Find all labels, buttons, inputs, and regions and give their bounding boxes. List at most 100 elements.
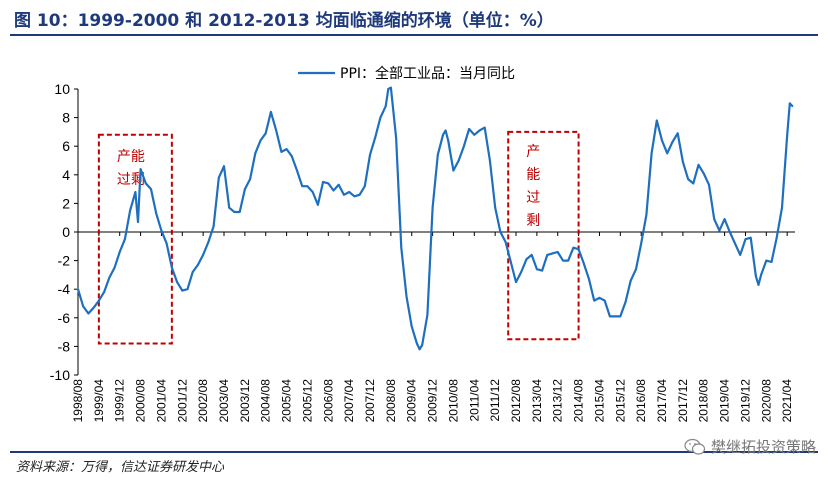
data-point [150,188,152,191]
data-point [87,312,90,315]
data-point [509,261,512,263]
data-point [744,238,747,241]
x-tick-label: 2013/04 [530,379,544,423]
data-point [160,229,163,232]
data-point [786,133,789,136]
data-point [629,279,632,282]
y-tick-label: -4 [58,281,71,297]
x-tick-label: 2020/08 [759,379,773,423]
x-tick-label: 2014/08 [572,379,586,423]
data-point [452,169,455,172]
data-point [757,284,760,286]
source-note: 资料来源：万得，信达证券研发中心 [16,460,225,475]
data-point [181,289,184,292]
data-point [395,136,397,139]
data-point [541,269,543,272]
data-point [645,213,648,216]
data-point [614,315,616,318]
data-point [77,288,79,291]
data-point [556,251,559,253]
data-point [139,168,142,171]
data-point [582,262,585,265]
annotation-label: 能 [526,167,540,183]
data-point [447,139,450,142]
data-point [635,268,637,271]
data-point [275,129,278,132]
data-point [463,145,465,148]
data-point [358,193,361,196]
data-point [457,159,460,162]
x-tick-label: 2010/08 [446,379,460,423]
data-point [418,348,421,351]
x-tick-label: 2009/04 [405,379,419,423]
data-point [499,231,502,233]
data-point [264,132,267,135]
x-tick-label: 1999/12 [113,379,127,423]
data-point [567,259,570,262]
data-point [734,242,736,245]
data-point [374,136,377,139]
data-point [387,88,390,90]
data-point [603,299,606,302]
data-point [718,229,721,232]
data-point [343,193,345,196]
figure-title: 图 10：1999-2000 和 2012-2013 均面临通缩的环境（单位：%… [14,11,554,31]
data-point [108,276,111,279]
data-point [697,163,700,166]
x-tick-label: 2003/04 [217,379,231,423]
data-point [113,266,116,269]
data-point [494,206,497,209]
annotation-label: 剩 [526,213,540,229]
x-tick-label: 2012/08 [509,379,523,423]
x-tick-label: 1999/04 [92,379,106,423]
data-point [436,153,439,156]
x-tick-label: 2011/04 [467,379,481,422]
data-point [588,278,590,281]
data-point [296,169,298,172]
annotation-label: 产能 [117,149,145,165]
data-point [671,141,674,143]
data-point [82,305,85,308]
data-point [171,266,173,269]
data-point [728,231,731,233]
data-point [619,315,622,318]
x-tick-label: 2021/04 [780,379,794,423]
x-tick-label: 2017/04 [655,379,669,423]
data-point [317,203,319,206]
x-tick-label: 2018/08 [697,379,711,423]
data-point [655,119,658,122]
data-point [468,128,470,130]
y-tick-label: -8 [58,338,71,354]
data-point [572,246,575,249]
data-point [98,299,100,302]
data-point [713,218,716,221]
data-point [322,181,324,183]
data-point [118,251,121,253]
data-point [702,172,705,175]
data-point [223,165,225,168]
data-point [207,241,210,243]
data-point [546,254,549,256]
data-point [791,105,794,108]
data-point [233,211,236,213]
y-tick-label: -2 [58,253,71,269]
x-tick-label: 2008/08 [384,379,398,423]
x-tick-label: 2002/08 [196,379,210,423]
data-point [353,195,356,198]
data-point [363,185,366,188]
data-point [781,206,783,209]
x-tick-label: 2001/12 [175,379,189,423]
data-point [530,254,533,256]
data-point [442,133,444,136]
data-point [238,211,241,213]
watermark: 樊继拓投资策略 [684,436,816,457]
data-point [348,191,351,193]
annotation-label: 产 [526,144,540,160]
data-point [666,152,669,155]
data-point [280,151,283,153]
data-point [765,259,768,262]
data-point [520,271,523,273]
data-point [431,206,434,209]
data-point [379,116,382,119]
